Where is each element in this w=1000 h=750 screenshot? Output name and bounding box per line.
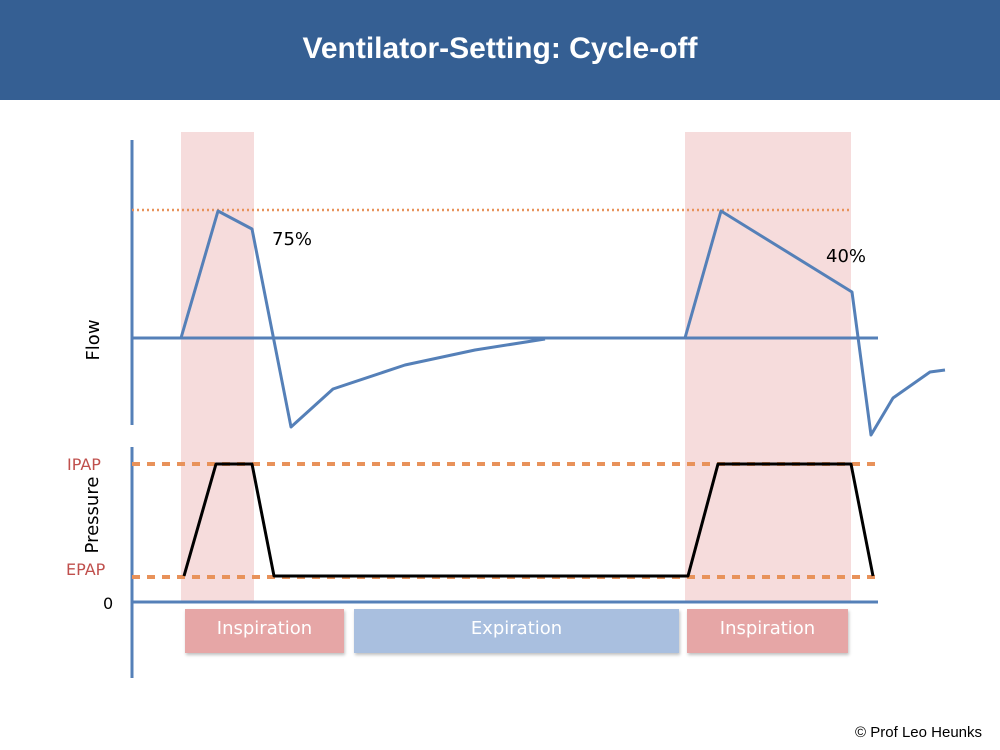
flow-axis-label: Flow: [83, 319, 104, 360]
flow-waveform: [179, 209, 546, 429]
phase-box-expiration: Expiration: [354, 609, 679, 653]
header-bar: Ventilator-Setting: Cycle-off: [0, 0, 1000, 100]
epap-label: EPAP: [66, 560, 106, 579]
copyright-text: © Prof Leo Heunks: [855, 724, 982, 741]
flow-annotation-40: 40%: [826, 246, 866, 267]
inspiration-shading-2: [685, 132, 851, 602]
zero-label: 0: [103, 594, 113, 613]
pressure-waveform: [182, 462, 875, 578]
flow-annotation-75: 75%: [272, 229, 312, 250]
page-title: Ventilator-Setting: Cycle-off: [302, 32, 698, 65]
inspiration-shading-1: [181, 132, 254, 602]
phase-box-inspiration-2: Inspiration: [687, 609, 848, 653]
phase-box-inspiration-1: Inspiration: [185, 609, 344, 653]
flow-waveform-2: [683, 209, 946, 437]
pressure-axis-label: Pressure: [82, 477, 103, 554]
ipap-label: IPAP: [67, 455, 101, 474]
